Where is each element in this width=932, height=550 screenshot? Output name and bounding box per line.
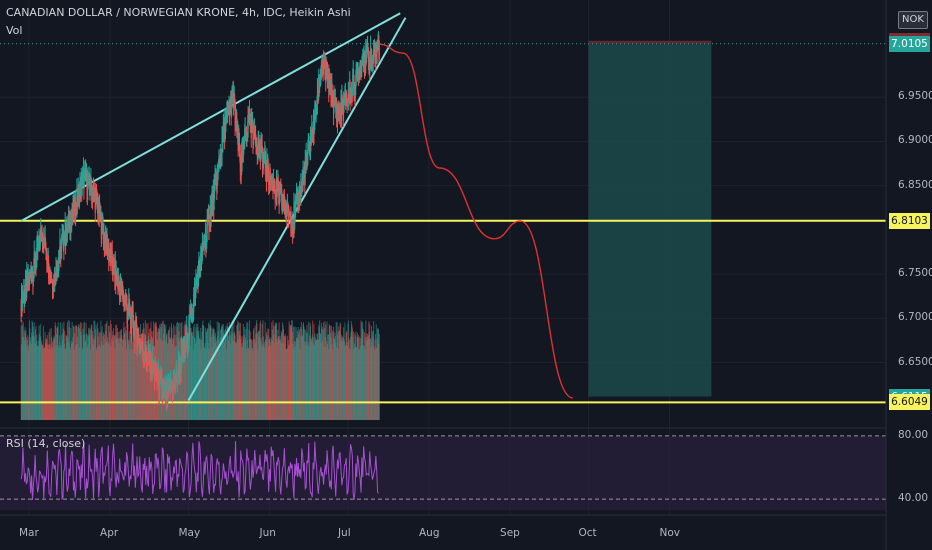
stop-zone — [588, 40, 712, 44]
rsi-axis-label: 40.00 — [898, 492, 929, 505]
horizontal-lines[interactable] — [0, 219, 886, 404]
price-axis-label: 6.7500 — [898, 267, 932, 280]
grid-lines — [0, 0, 886, 515]
rsi-label: RSI (14, close) — [6, 437, 86, 450]
axes — [0, 0, 887, 550]
candles — [20, 31, 380, 412]
trend-line — [187, 17, 407, 402]
candle-body — [377, 49, 379, 51]
price-axis-label: 6.6500 — [898, 355, 932, 368]
price-tag-current: 7.0105 — [889, 35, 930, 52]
price-axis-label: 6.9500 — [898, 90, 932, 103]
rsi-axis-label: 80.00 — [898, 428, 929, 441]
candle-body — [378, 48, 380, 60]
time-axis-label: Mar — [19, 527, 39, 539]
symbol-badge[interactable]: NOK — [898, 11, 928, 29]
time-axis-label: May — [178, 527, 201, 539]
price-axis-label: 6.9000 — [898, 134, 932, 147]
projection-curve — [379, 43, 573, 399]
time-axis-label: Jun — [259, 527, 276, 539]
rsi-band — [0, 435, 886, 511]
time-axis-label: Apr — [100, 527, 119, 539]
time-axis-label: Sep — [500, 527, 520, 539]
rsi-line — [20, 441, 379, 501]
chart-title: CANADIAN DOLLAR / NORWEGIAN KRONE, 4h, I… — [6, 6, 351, 19]
rsi-pane — [0, 435, 886, 511]
time-axis-label: Jul — [337, 527, 351, 539]
price-axis-label: 6.7000 — [898, 311, 932, 324]
price-axis-label: 6.8500 — [898, 178, 932, 191]
time-axis-label: Aug — [419, 527, 440, 539]
price-tag-hline: 6.8103 — [889, 212, 930, 229]
volume-label: Vol — [6, 24, 23, 37]
volume-bar — [378, 333, 380, 420]
projection-path[interactable] — [379, 43, 573, 399]
time-axis-label: Oct — [578, 527, 597, 539]
time-axis-label: Nov — [659, 527, 681, 539]
price-tag-hline: 6.6049 — [889, 394, 930, 411]
volume-bars — [20, 320, 380, 420]
